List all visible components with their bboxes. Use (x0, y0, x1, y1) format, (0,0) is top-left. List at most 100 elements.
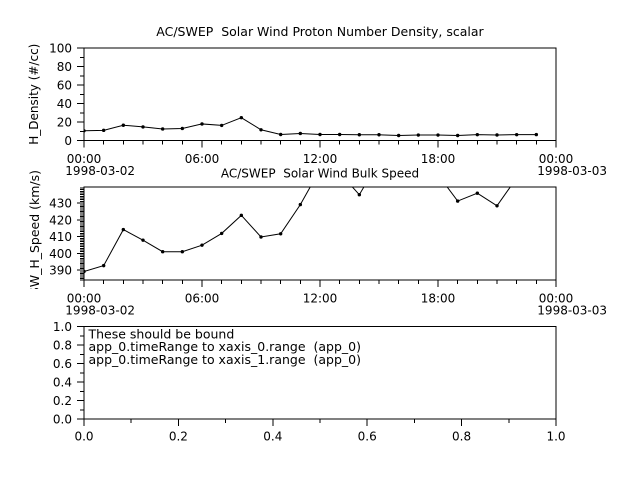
data-point (495, 133, 499, 137)
y-tick-label: 0.2 (53, 394, 72, 408)
data-point (377, 159, 380, 162)
y-tick-label: 430 (49, 196, 72, 210)
data-point (239, 213, 244, 218)
data-point (200, 122, 204, 126)
x-axis-date-label: 1998-03-02 (65, 164, 135, 178)
plot-bound-info: 0.0 0.2 0.4 0.6 0.8 1.0 0.0 0.2 0.4 0.6 0.8 1.0 The… (53, 320, 566, 444)
data-point (160, 127, 165, 131)
data-point (534, 132, 539, 137)
x-tick-label: 00:00 (67, 291, 102, 305)
plot-speed-axes: 390 400 410 420 430 00:00 06:00 12:00 18:00 00:00… (49, 158, 607, 318)
data-line (84, 117, 537, 137)
x-tick-label: 00:00 (539, 152, 574, 166)
x-tick-label: 06:00 (185, 291, 220, 305)
plot-density-title: AC/SWEP Solar Wind Proton Number Density… (156, 24, 484, 39)
data-point (84, 269, 86, 274)
y-tick-label: 0.6 (53, 357, 72, 371)
x-axis-date-label: 1998-03-02 (65, 304, 135, 318)
y-tick-label: 420 (49, 213, 72, 227)
data-point (337, 132, 342, 137)
data-point (141, 238, 145, 242)
x-tick-label: 0.6 (358, 429, 377, 443)
y-tick-label: 80 (57, 60, 72, 74)
data-point (475, 191, 480, 195)
plot-bound-info-axes: 0.0 0.2 0.4 0.6 0.8 1.0 0.0 0.2 0.4 0.6 0.8 1.0 (53, 320, 566, 444)
y-tick-label: 390 (49, 264, 72, 278)
data-point (259, 235, 263, 239)
data-point (101, 128, 106, 133)
plot-density-y-axis-label: H_Density (#/cc) (27, 44, 41, 145)
data-line (84, 186, 512, 272)
data-point (515, 176, 518, 179)
y-tick-label: 40 (57, 97, 72, 111)
x-tick-label: 12:00 (303, 291, 338, 305)
x-tick-label: 0.8 (452, 429, 471, 443)
x-tick-label: 06:00 (185, 152, 220, 166)
x-tick-label: 1.0 (546, 429, 565, 443)
data-point (121, 123, 126, 127)
data-point (298, 202, 303, 207)
x-tick-label: 0.0 (74, 429, 93, 443)
x-tick-label: 12:00 (303, 152, 338, 166)
y-tick-label: 400 (49, 247, 72, 261)
binding-note-line-1: These should be bound (88, 327, 235, 342)
x-axis-date-label: 1998-03-03 (537, 304, 607, 318)
data-point (278, 132, 283, 137)
data-series (84, 158, 518, 274)
data-point (397, 158, 400, 161)
data-point (455, 199, 460, 203)
y-tick-label: 0.0 (53, 413, 72, 427)
data-point (514, 132, 519, 137)
data-point (357, 193, 362, 197)
data-point (475, 132, 480, 137)
x-tick-label: 00:00 (539, 291, 574, 305)
plot-frame (83, 186, 557, 281)
data-point (219, 123, 224, 128)
x-tick-label: 0.4 (263, 429, 282, 443)
plot-speed-y-axis-label-clip: SW_H_Speed (km/s) (27, 170, 42, 295)
data-point (377, 133, 381, 137)
y-tick-label: 20 (57, 115, 72, 129)
data-point (180, 250, 185, 254)
y-tick-label: 60 (57, 78, 72, 92)
binding-note-line-2: app_0.timeRange to xaxis_0.range (app_0) (89, 339, 361, 354)
plot-speed: AC/SWEP Solar Wind Bulk Speed SW_H_Speed… (27, 158, 607, 318)
data-point (141, 125, 145, 129)
data-point (160, 250, 165, 254)
x-tick-label: 18:00 (421, 152, 456, 166)
data-point (318, 132, 322, 137)
plot-frame (83, 47, 557, 141)
data-point (239, 115, 244, 120)
data-point (436, 173, 439, 176)
plot-speed-y-axis-label: SW_H_Speed (km/s) (27, 170, 42, 295)
data-point (396, 133, 401, 138)
x-tick-label: 18:00 (421, 291, 456, 305)
y-tick-label: 0.8 (53, 338, 72, 352)
data-point (121, 227, 126, 232)
data-point (495, 204, 499, 208)
data-point (416, 133, 421, 137)
x-axis-date-label: 1998-03-03 (537, 164, 607, 178)
plot-speed-title: AC/SWEP Solar Wind Bulk Speed (221, 167, 419, 181)
y-tick-label: 0.4 (53, 375, 72, 389)
data-point (455, 133, 460, 138)
data-point (219, 231, 224, 236)
data-point (200, 243, 204, 247)
data-point (101, 263, 106, 268)
data-point (259, 128, 263, 132)
data-series (84, 115, 539, 138)
data-point (278, 232, 283, 236)
x-tick-label: 0.2 (169, 429, 188, 443)
x-tick-label: 00:00 (67, 152, 102, 166)
data-point (436, 133, 440, 137)
plot-density: AC/SWEP Solar Wind Proton Number Density… (27, 24, 607, 178)
data-point (84, 129, 86, 133)
y-tick-label: 100 (49, 41, 72, 55)
data-point (357, 133, 362, 137)
data-point (298, 131, 303, 136)
y-tick-label: 1.0 (53, 320, 72, 334)
binding-note-line-3: app_0.timeRange to xaxis_1.range (app_0) (89, 352, 361, 367)
